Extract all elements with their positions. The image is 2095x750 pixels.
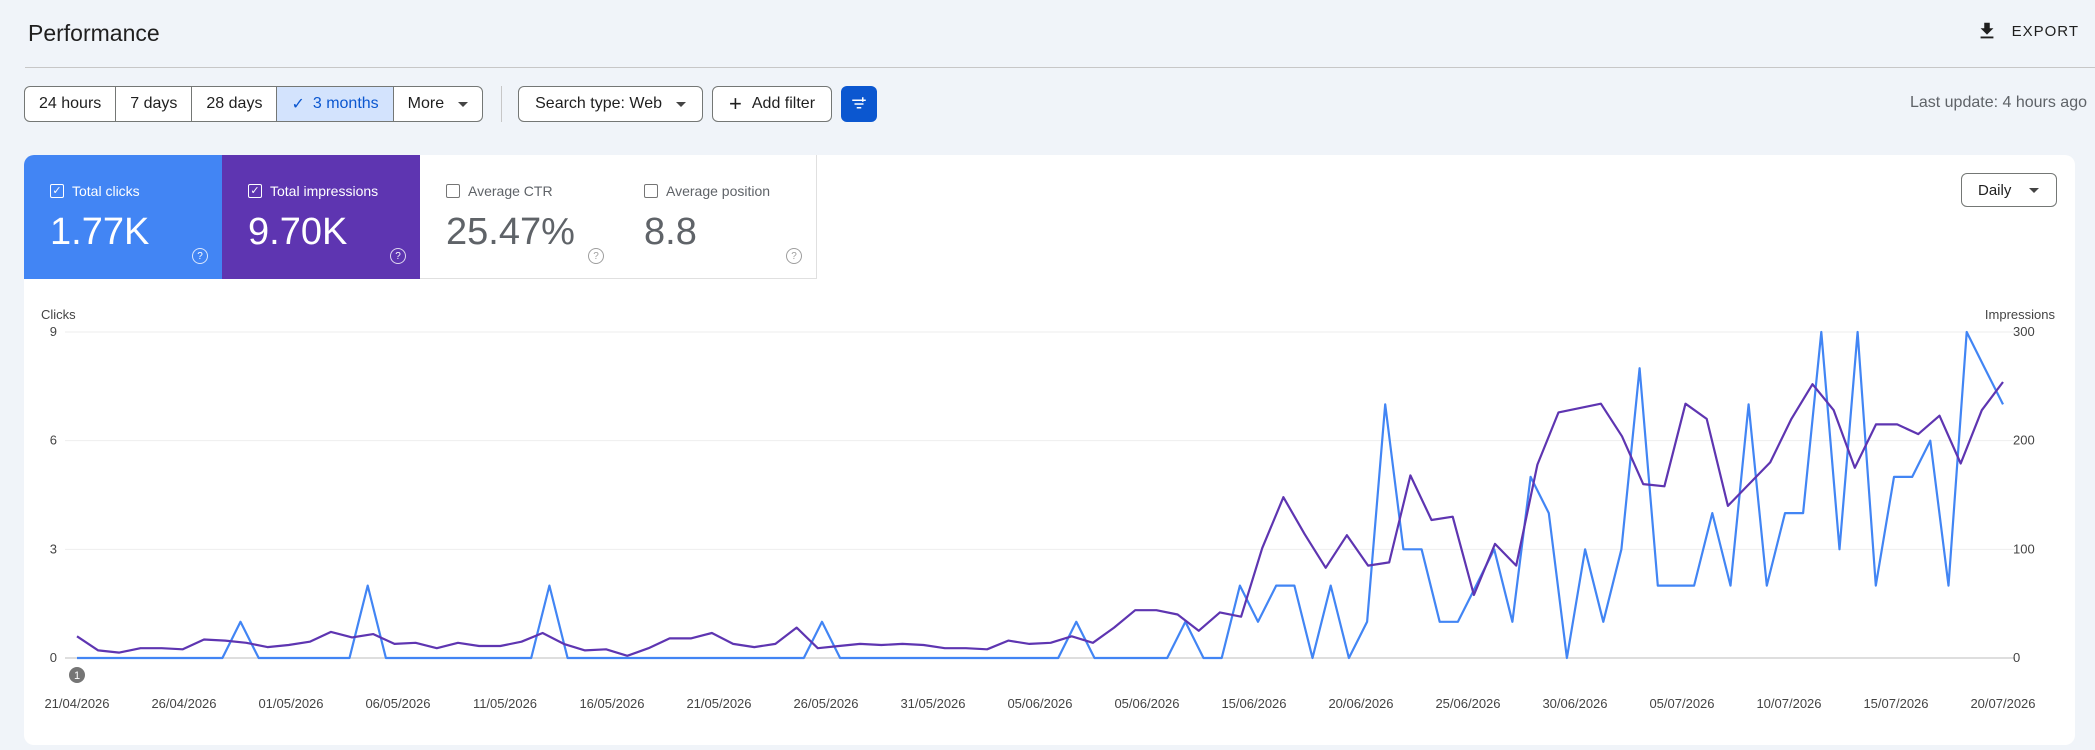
range-label: 28 days bbox=[206, 95, 263, 112]
y-tick-right: 200 bbox=[2013, 433, 2035, 448]
y-axis-right-title: Impressions bbox=[1985, 307, 2056, 322]
y-tick-right: 300 bbox=[2013, 324, 2035, 339]
checkbox-unchecked-icon bbox=[644, 184, 658, 198]
x-tick-label: 20/07/2026 bbox=[1970, 696, 2035, 711]
x-tick-label: 05/06/2026 bbox=[1007, 696, 1072, 711]
y-tick-left: 0 bbox=[50, 650, 57, 665]
filter-list-icon bbox=[852, 97, 866, 109]
export-button[interactable]: EXPORT bbox=[1976, 20, 2079, 42]
filter-bar: 24 hours 7 days 28 days ✓ 3 months More S… bbox=[24, 86, 878, 122]
y-tick-left: 6 bbox=[50, 433, 57, 448]
x-tick-label: 31/05/2026 bbox=[900, 696, 965, 711]
range-label: 24 hours bbox=[39, 95, 102, 112]
granularity-dropdown[interactable]: Daily bbox=[1961, 173, 2057, 207]
metric-value: 25.47% bbox=[446, 211, 575, 253]
y-axis-left-title: Clicks bbox=[41, 307, 76, 322]
y-tick-right: 0 bbox=[2013, 650, 2020, 665]
metric-label: Total impressions bbox=[270, 183, 379, 199]
x-tick-label: 06/05/2026 bbox=[365, 696, 430, 711]
header-bar: Performance EXPORT bbox=[0, 0, 2095, 68]
series-line-impressions bbox=[76, 381, 2004, 657]
granularity-label: Daily bbox=[1978, 181, 2012, 199]
x-tick-label: 05/06/2026 bbox=[1114, 696, 1179, 711]
x-tick-label: 26/04/2026 bbox=[151, 696, 216, 711]
check-icon: ✓ bbox=[291, 96, 305, 113]
x-tick-label: 15/07/2026 bbox=[1863, 696, 1928, 711]
metric-label-row: ✓ Total impressions bbox=[248, 183, 378, 199]
metric-value: 1.77K bbox=[50, 211, 150, 253]
x-tick-label: 15/06/2026 bbox=[1221, 696, 1286, 711]
filter-settings-button[interactable] bbox=[841, 86, 878, 122]
x-tick-label: 25/06/2026 bbox=[1435, 696, 1500, 711]
help-icon[interactable]: ? bbox=[390, 248, 406, 264]
metric-total-impressions[interactable]: ✓ Total impressions 9.70K ? bbox=[222, 155, 421, 279]
plus-icon: + bbox=[729, 91, 742, 116]
help-icon[interactable]: ? bbox=[786, 248, 802, 264]
checkbox-checked-icon: ✓ bbox=[248, 184, 262, 198]
y-tick-right: 100 bbox=[2013, 541, 2035, 556]
last-update-text: Last update: 4 hours ago bbox=[1909, 94, 2087, 111]
page-title: Performance bbox=[28, 20, 160, 46]
range-7-days[interactable]: 7 days bbox=[115, 87, 191, 121]
metric-average-ctr[interactable]: Average CTR 25.47% ? bbox=[420, 155, 619, 279]
metric-label-row: Average CTR bbox=[446, 183, 553, 199]
x-tick-label: 05/07/2026 bbox=[1649, 696, 1714, 711]
metric-average-position[interactable]: Average position 8.8 ? bbox=[618, 155, 817, 279]
add-filter-button[interactable]: + Add filter bbox=[712, 86, 833, 122]
checkbox-unchecked-icon bbox=[446, 184, 460, 198]
range-more-dropdown[interactable]: More bbox=[392, 87, 482, 121]
export-label: EXPORT bbox=[2011, 22, 2079, 40]
chevron-down-icon bbox=[458, 101, 469, 107]
range-label: More bbox=[407, 95, 445, 112]
metric-value: 8.8 bbox=[644, 211, 697, 253]
chevron-down-icon bbox=[676, 101, 687, 107]
range-label: 7 days bbox=[130, 95, 178, 112]
metric-label: Average position bbox=[666, 183, 771, 199]
metric-value: 9.70K bbox=[248, 211, 348, 253]
metric-total-clicks[interactable]: ✓ Total clicks 1.77K ? bbox=[24, 155, 223, 279]
checkbox-checked-icon: ✓ bbox=[50, 184, 64, 198]
series-line-clicks bbox=[77, 330, 2004, 660]
y-tick-left: 9 bbox=[50, 324, 57, 339]
performance-chart: Clicks Impressions 9 300 6 200 3 100 0 0 21/04/202… bbox=[41, 307, 2056, 711]
date-range-selector: 24 hours 7 days 28 days ✓ 3 months More bbox=[24, 86, 484, 122]
x-tick-label: 11/05/2026 bbox=[473, 696, 537, 711]
x-tick-label: 10/07/2026 bbox=[1756, 696, 1821, 711]
search-type-dropdown[interactable]: Search type: Web bbox=[518, 86, 704, 122]
chevron-down-icon bbox=[2029, 187, 2040, 193]
range-3-months[interactable]: ✓ 3 months bbox=[276, 87, 393, 121]
x-tick-label: 01/05/2026 bbox=[258, 696, 323, 711]
annotation-label: 1 bbox=[74, 670, 80, 682]
filter-separator bbox=[501, 86, 503, 122]
x-tick-label: 20/06/2026 bbox=[1328, 696, 1393, 711]
performance-card: ✓ Total clicks 1.77K ? ✓ Total impressions… bbox=[24, 155, 2075, 745]
x-tick-label: 21/04/2026 bbox=[44, 696, 109, 711]
metric-label-row: Average position bbox=[644, 183, 770, 199]
range-28-days[interactable]: 28 days bbox=[191, 87, 276, 121]
x-tick-label: 26/05/2026 bbox=[793, 696, 858, 711]
annotation-marker bbox=[69, 667, 85, 683]
x-tick-label: 30/06/2026 bbox=[1542, 696, 1607, 711]
x-tick-label: 21/05/2026 bbox=[686, 696, 751, 711]
help-icon[interactable]: ? bbox=[588, 248, 604, 264]
range-24-hours[interactable]: 24 hours bbox=[25, 87, 115, 121]
add-filter-label: Add filter bbox=[751, 95, 816, 112]
download-icon bbox=[1980, 22, 1994, 39]
y-tick-left: 3 bbox=[50, 541, 57, 556]
metric-label: Total clicks bbox=[72, 183, 140, 199]
range-label: 3 months bbox=[312, 95, 379, 112]
help-icon[interactable]: ? bbox=[192, 248, 208, 264]
metric-label: Average CTR bbox=[468, 183, 553, 199]
x-tick-label: 16/05/2026 bbox=[579, 696, 644, 711]
search-type-label: Search type: Web bbox=[535, 95, 663, 112]
metric-label-row: ✓ Total clicks bbox=[50, 183, 140, 199]
header-divider bbox=[25, 67, 2095, 68]
